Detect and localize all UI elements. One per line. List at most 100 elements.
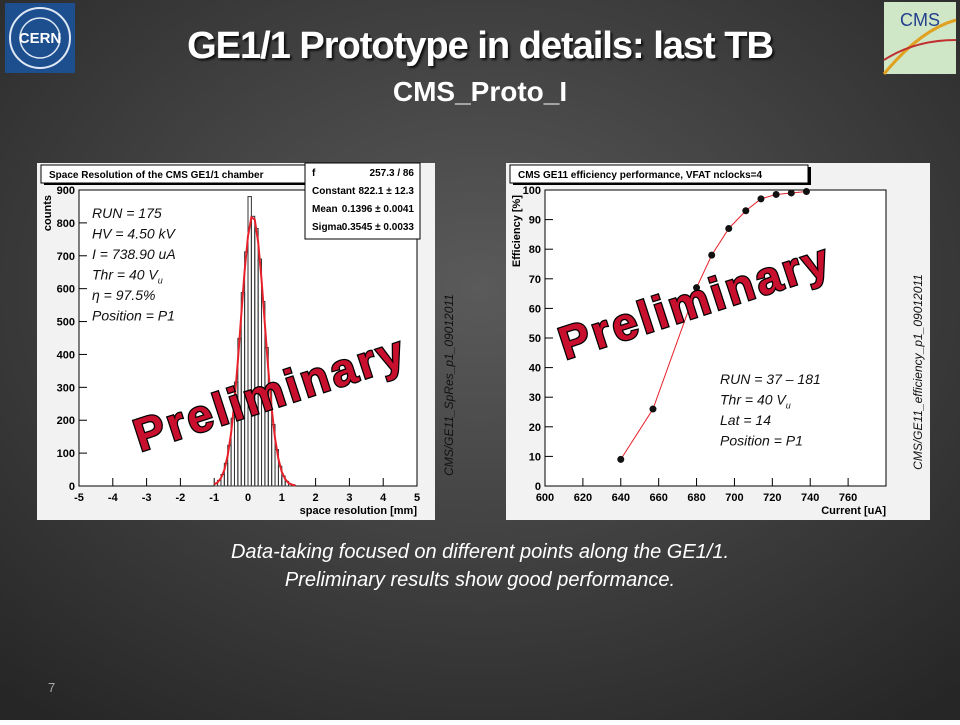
fit-curve — [213, 215, 296, 487]
y-tick-label: 0 — [69, 481, 75, 493]
data-point — [725, 224, 733, 232]
chart: CMS GE11 efficiency performance, VFAT nc… — [506, 163, 930, 520]
annotation: RUN = 37 – 181 — [720, 371, 821, 387]
title-box — [509, 164, 809, 184]
annotation: Lat = 14 — [720, 412, 771, 428]
y-tick-label: 50 — [529, 333, 541, 345]
x-tick-label: 1 — [279, 492, 285, 504]
chart-title: Space Resolution of the CMS GE1/1 chambe… — [49, 170, 264, 181]
x-tick-label: 0 — [245, 492, 251, 504]
y-tick-label: 800 — [57, 218, 75, 230]
y-tick-label: 0 — [535, 481, 541, 493]
y-tick-label: 100 — [523, 185, 541, 197]
annotation: Thr = 40 Vu — [92, 267, 163, 286]
stats-label: Sigma — [312, 222, 342, 233]
data-point — [742, 207, 750, 215]
stats-box — [304, 162, 421, 240]
data-point — [708, 251, 716, 259]
caption-line: Data-taking focused on different points … — [231, 541, 729, 563]
slide-title: GE1/1 Prototype in details: last TB — [187, 25, 773, 67]
x-tick-label: 620 — [574, 492, 592, 504]
y-tick-label: 30 — [529, 392, 541, 404]
chart-title: CMS GE11 efficiency performance, VFAT nc… — [518, 170, 763, 181]
data-point — [802, 187, 810, 195]
cms-logo: CMS — [882, 2, 957, 75]
stats-value: 0.3545 ± 0.0033 — [342, 222, 415, 233]
x-tick-label: -3 — [142, 492, 152, 504]
x-tick-label: 760 — [839, 492, 857, 504]
y-tick-label: 100 — [57, 448, 75, 460]
x-tick-label: -4 — [108, 492, 119, 504]
annotation: Thr = 40 Vu — [720, 392, 791, 411]
x-tick-label: 640 — [612, 492, 630, 504]
y-tick-label: 60 — [529, 303, 541, 315]
annotation-text: Thr = 40 V — [92, 267, 159, 283]
x-tick-label: 660 — [649, 492, 667, 504]
annotation-text: Thr = 40 V — [720, 392, 787, 408]
annotation-subscript: u — [158, 276, 163, 286]
chart: Space Resolution of the CMS GE1/1 chambe… — [37, 162, 456, 520]
y-tick-label: 90 — [529, 215, 541, 227]
y-tick-label: 40 — [529, 363, 541, 375]
data-point — [757, 195, 765, 203]
y-axis-label: Efficiency [%] — [511, 195, 523, 267]
y-tick-label: 80 — [529, 244, 541, 256]
data-point — [617, 455, 625, 463]
annotation: Position = P1 — [720, 433, 803, 449]
x-tick-label: -2 — [176, 492, 186, 504]
data-point — [772, 190, 780, 198]
annotation: η = 97.5% — [92, 287, 155, 303]
y-tick-label: 70 — [529, 274, 541, 286]
side-label: CMS/GE11_efficiency_p1_09012011 — [911, 274, 925, 470]
x-tick-label: 680 — [687, 492, 705, 504]
annotation: HV = 4.50 kV — [92, 226, 177, 242]
stats-value: 257.3 / 86 — [370, 168, 415, 179]
page-number: 7 — [48, 680, 55, 695]
x-tick-label: 700 — [725, 492, 743, 504]
y-tick-label: 20 — [529, 422, 541, 434]
data-point — [693, 284, 701, 292]
stats-label: Constant — [312, 186, 356, 197]
x-tick-label: 5 — [414, 492, 420, 504]
x-tick-label: -5 — [74, 492, 84, 504]
x-tick-label: 4 — [380, 492, 387, 504]
annotation: Position = P1 — [92, 308, 175, 324]
stats-value: 822.1 ± 12.3 — [358, 186, 414, 197]
y-tick-label: 300 — [57, 382, 75, 394]
cms-logo-text: CMS — [900, 10, 940, 30]
x-tick-label: 720 — [763, 492, 781, 504]
annotation: RUN = 175 — [92, 205, 162, 221]
y-tick-label: 500 — [57, 317, 75, 329]
x-tick-label: 3 — [346, 492, 352, 504]
y-tick-label: 400 — [57, 349, 75, 361]
y-tick-label: 200 — [57, 415, 75, 427]
x-axis-label: Current [uA] — [821, 505, 886, 517]
charts: Space Resolution of the CMS GE1/1 chambe… — [37, 162, 930, 520]
side-label: CMS/GE11_SpRes_p1_09012011 — [442, 294, 456, 476]
x-axis-label: space resolution [mm] — [300, 505, 418, 517]
connecting-line — [620, 190, 807, 460]
y-tick-label: 700 — [57, 251, 75, 263]
y-tick-label: 900 — [57, 185, 75, 197]
stats-label: f — [312, 168, 316, 179]
x-tick-label: 600 — [536, 492, 554, 504]
stats-label: Mean — [312, 204, 338, 215]
x-tick-label: -1 — [209, 492, 219, 504]
annotation: I = 738.90 uA — [92, 246, 176, 262]
cern-logo-text: CERN — [19, 30, 62, 47]
plot-frame — [544, 189, 887, 487]
annotation-subscript: u — [786, 401, 791, 411]
cern-logo: CERN — [5, 3, 75, 73]
slide-subtitle: CMS_Proto_I — [393, 76, 567, 107]
data-point — [787, 189, 795, 197]
y-tick-label: 10 — [529, 451, 541, 463]
x-tick-label: 740 — [801, 492, 819, 504]
x-tick-label: 2 — [313, 492, 319, 504]
y-tick-label: 600 — [57, 284, 75, 296]
caption-line: Preliminary results show good performanc… — [285, 569, 675, 591]
data-point — [649, 405, 657, 413]
y-axis-label: counts — [42, 195, 54, 231]
stats-value: 0.1396 ± 0.0041 — [342, 204, 415, 215]
